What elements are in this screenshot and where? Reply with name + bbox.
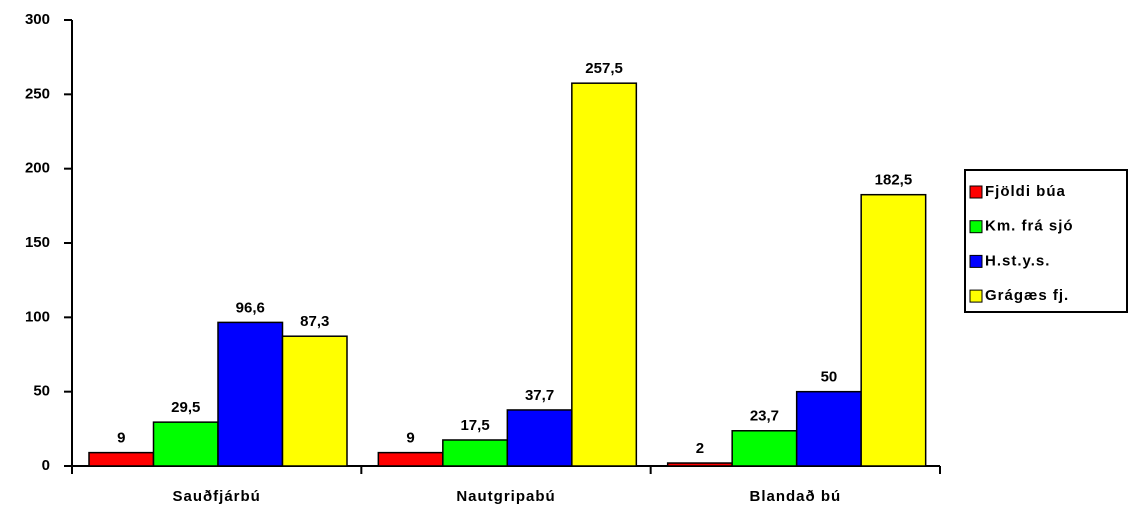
bar [666,462,733,467]
legend-swatch [969,254,983,268]
bar [442,439,509,467]
value-label: 96,6 [236,299,265,316]
bar [795,390,862,467]
legend-swatch [969,220,983,234]
value-label: 29,5 [171,399,200,416]
legend-swatch [969,185,983,199]
legend-label: H.st.y.s. [985,252,1050,269]
bar [731,430,798,467]
legend-label: Km. frá sjó [985,218,1074,235]
value-label: 37,7 [525,387,554,404]
bar [506,409,573,467]
value-label: 2 [696,440,704,457]
y-tick-label: 100 [25,308,50,325]
value-label: 23,7 [750,408,779,425]
legend-box [964,169,1128,313]
value-label: 17,5 [460,417,489,434]
y-tick-label: 0 [42,457,50,474]
y-tick-label: 150 [25,234,50,251]
x-tick-label: Blandað bú [749,488,841,505]
y-tick-label: 300 [25,11,50,28]
value-label: 9 [117,430,125,447]
y-tick-label: 200 [25,160,50,177]
bar [88,451,155,467]
value-label: 182,5 [875,172,913,189]
bar [571,82,638,467]
bar [860,193,927,467]
legend-label: Grágæs fj. [985,287,1069,304]
bar [217,321,284,467]
legend-label: Fjöldi búa [985,183,1066,200]
x-tick-label: Sauðfjárbú [172,488,260,505]
value-label: 257,5 [585,60,623,77]
legend-swatch [969,289,983,303]
y-tick-label: 250 [25,85,50,102]
bar [281,335,348,467]
value-label: 50 [821,369,838,386]
bar [377,451,444,467]
value-label: 9 [406,430,414,447]
bar [152,421,219,467]
y-tick-label: 50 [33,383,50,400]
x-tick-label: Nautgripabú [456,488,555,505]
value-label: 87,3 [300,313,329,330]
